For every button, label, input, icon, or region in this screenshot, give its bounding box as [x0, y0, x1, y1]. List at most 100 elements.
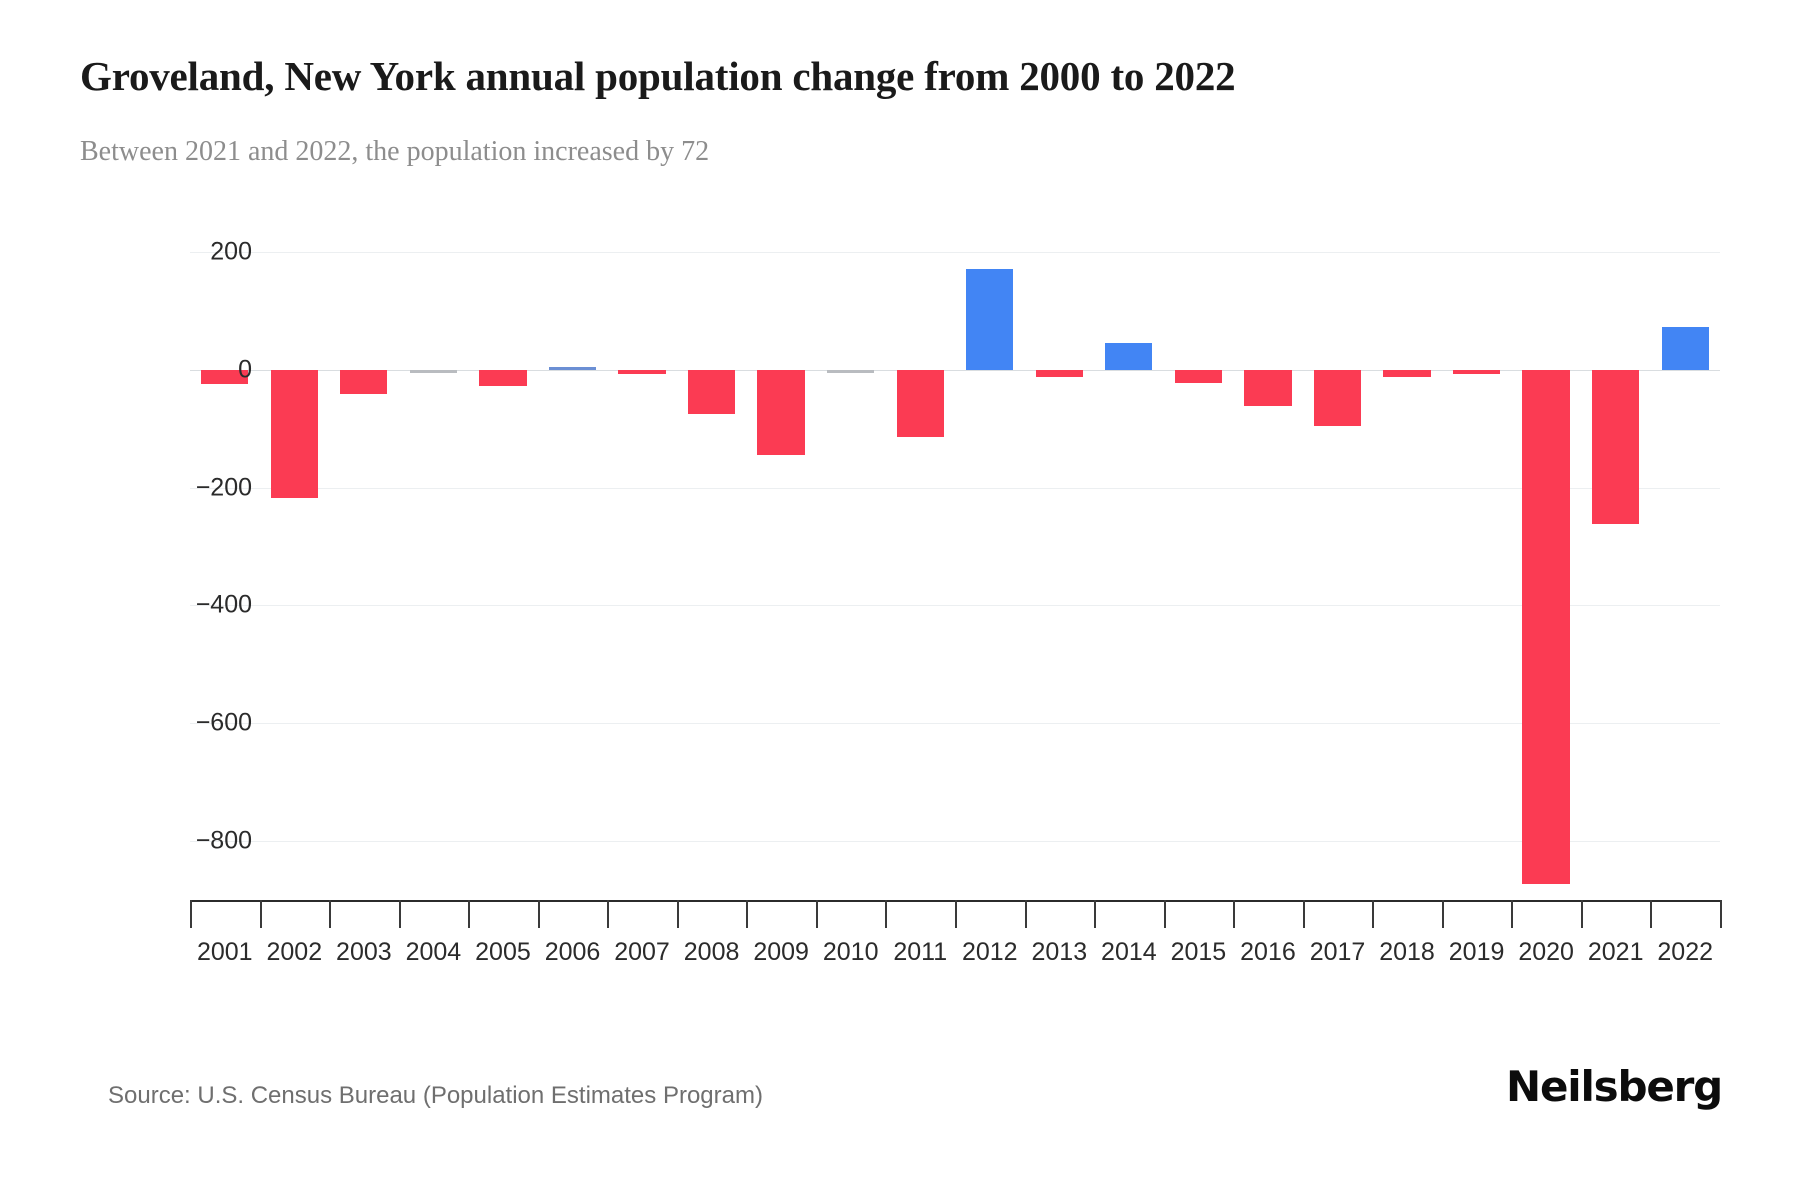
x-axis-tick-label: 2001	[196, 938, 253, 966]
bar-slot	[1094, 240, 1164, 900]
gridline	[190, 723, 1720, 725]
bar[interactable]	[1174, 369, 1223, 383]
bar-slot	[260, 240, 330, 900]
bar-slot	[816, 240, 886, 900]
bar[interactable]	[1035, 369, 1083, 377]
bar[interactable]	[618, 369, 666, 375]
bar-slot	[1372, 240, 1442, 900]
x-axis-tick-label: 2008	[683, 938, 740, 966]
bar[interactable]	[1244, 369, 1292, 407]
x-axis-tick	[607, 900, 610, 928]
bar-slot	[955, 240, 1025, 900]
x-axis-tick	[1024, 900, 1027, 928]
x-axis-tick	[468, 900, 471, 928]
y-axis-tick-label: −200	[195, 473, 252, 501]
gridline	[190, 841, 1720, 843]
bar[interactable]	[966, 269, 1014, 370]
x-axis-tick-label: 2012	[961, 938, 1018, 966]
bar-slot	[677, 240, 747, 900]
x-axis-tick-label: 2003	[336, 938, 392, 966]
bar[interactable]	[827, 369, 875, 373]
bar[interactable]	[340, 369, 388, 395]
x-axis-tick-label: 2013	[1031, 938, 1088, 966]
x-axis-tick	[190, 900, 192, 928]
x-axis-tick	[1372, 900, 1375, 928]
bar-slot	[1511, 240, 1581, 900]
bar-slot	[1442, 240, 1512, 900]
x-axis-tick-label: 2020	[1518, 938, 1574, 966]
x-axis-tick	[676, 900, 679, 928]
x-axis-tick	[1233, 900, 1236, 928]
bar[interactable]	[1383, 369, 1431, 377]
x-axis-tick	[398, 900, 401, 928]
x-axis-tick	[537, 900, 540, 928]
y-axis-tick-label: −400	[195, 590, 252, 619]
x-axis-tick	[1094, 900, 1097, 928]
bar-slot	[190, 240, 260, 900]
plot-area	[190, 240, 1720, 900]
bar-slot	[329, 240, 399, 900]
bar-slot	[885, 240, 955, 900]
bar[interactable]	[201, 369, 249, 385]
x-axis-tick-label: 2015	[1170, 938, 1227, 966]
y-axis-tick-label: −800	[195, 826, 252, 855]
bar-slot	[1164, 240, 1234, 900]
x-axis-tick	[259, 900, 262, 928]
bar-slot	[1650, 240, 1720, 900]
y-axis-tick-label: 200	[210, 237, 252, 266]
bar[interactable]	[687, 369, 736, 414]
x-axis-tick	[955, 900, 957, 928]
bar-slot	[607, 240, 677, 900]
bar[interactable]	[479, 369, 527, 387]
x-axis-tick-label: 2019	[1448, 938, 1505, 966]
bar-slot	[746, 240, 816, 900]
x-axis-tick-label: 2004	[405, 938, 462, 966]
x-axis-tick	[1650, 900, 1653, 928]
bar[interactable]	[548, 366, 597, 370]
x-axis-tick	[1720, 900, 1722, 928]
bar[interactable]	[1105, 343, 1153, 370]
bar[interactable]	[1313, 369, 1362, 426]
x-axis-tick-label: 2007	[614, 938, 670, 966]
x-axis-tick-label: 2014	[1101, 938, 1157, 966]
brand-logo: Neilsberg	[1506, 1062, 1723, 1111]
x-axis-tick	[1163, 900, 1166, 928]
bar[interactable]	[1522, 369, 1570, 885]
bar-slot	[1233, 240, 1303, 900]
bar-slot	[538, 240, 608, 900]
x-axis-tick-label: 2010	[822, 938, 879, 966]
bar[interactable]	[1661, 327, 1709, 370]
x-axis-tick-label: 2022	[1657, 938, 1714, 966]
bar-slot	[1303, 240, 1373, 900]
bar[interactable]	[757, 369, 805, 456]
x-axis-tick	[329, 900, 332, 928]
x-axis-tick	[815, 900, 818, 928]
x-axis-tick-label: 2005	[475, 938, 531, 966]
x-axis-tick-label: 2009	[753, 938, 809, 966]
x-axis-tick-label: 2011	[893, 938, 948, 966]
x-axis-tick-label: 2016	[1240, 938, 1296, 966]
bar-slot	[399, 240, 469, 900]
bar-slot	[468, 240, 538, 900]
bar[interactable]	[896, 369, 944, 438]
gridline	[190, 251, 1720, 253]
bar[interactable]	[1592, 369, 1640, 525]
bar[interactable]	[409, 369, 458, 373]
chart-subtitle: Between 2021 and 2022, the population in…	[80, 136, 710, 167]
y-axis-tick-label: 0	[238, 355, 252, 384]
bar[interactable]	[270, 369, 318, 499]
x-axis-tick	[885, 900, 888, 928]
bar-slot	[1581, 240, 1651, 900]
x-axis-tick-label: 2017	[1309, 938, 1366, 966]
x-axis-tick	[1441, 900, 1444, 928]
bars-group	[190, 240, 1720, 900]
bar[interactable]	[1452, 369, 1501, 375]
zero-line	[190, 369, 1720, 371]
x-axis-tick-label: 2002	[266, 938, 323, 966]
x-axis-tick	[746, 900, 749, 928]
x-axis-tick-label: 2018	[1379, 938, 1435, 966]
gridline	[190, 487, 1720, 489]
x-axis-tick	[1511, 900, 1514, 928]
x-axis-tick	[1580, 900, 1583, 928]
